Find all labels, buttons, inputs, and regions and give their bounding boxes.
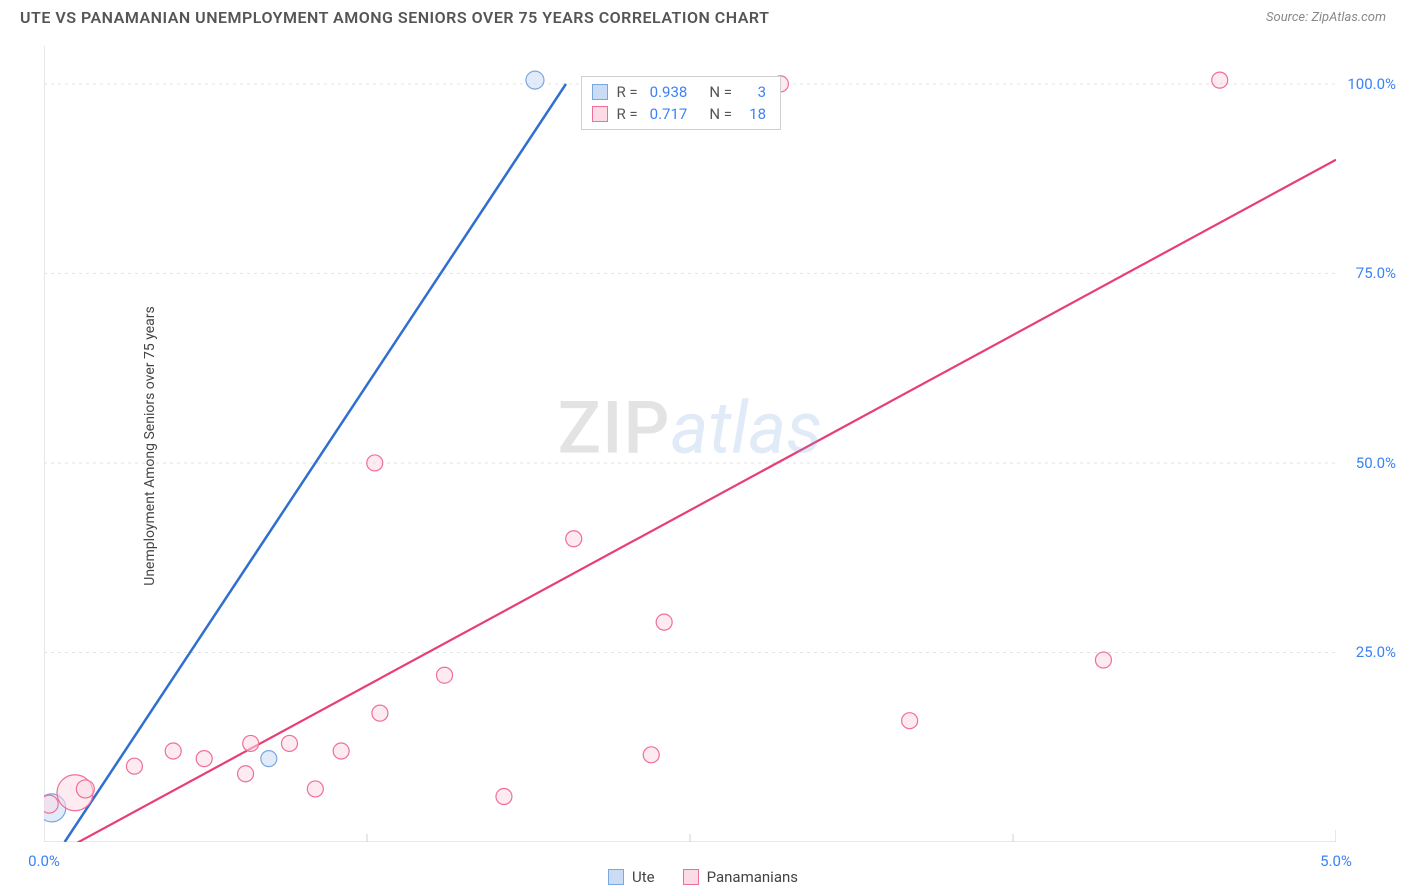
legend-swatch	[608, 869, 624, 885]
legend-row: R = 0.717 N = 18	[592, 103, 770, 125]
data-point	[367, 455, 383, 471]
data-point	[643, 747, 659, 763]
data-point	[496, 789, 512, 805]
data-point	[1212, 72, 1228, 88]
data-point	[44, 795, 58, 813]
r-label: R =	[616, 81, 637, 103]
correlation-legend: R = 0.938 N = 3 R = 0.717 N = 18	[581, 76, 781, 130]
source-attribution: Source: ZipAtlas.com	[1266, 10, 1386, 25]
trend-line	[65, 84, 566, 842]
data-point	[126, 758, 142, 774]
data-point	[566, 531, 582, 547]
data-point	[76, 780, 94, 798]
data-point	[281, 735, 297, 751]
legend-label: Ute	[632, 868, 655, 886]
data-point	[196, 751, 212, 767]
data-point	[902, 713, 918, 729]
data-point	[165, 743, 181, 759]
legend-label: Panamanians	[707, 868, 798, 886]
n-label: N =	[709, 81, 732, 103]
n-value: 18	[744, 103, 766, 125]
y-tick-label: 100.0%	[1347, 75, 1396, 93]
data-point	[372, 705, 388, 721]
legend-swatch	[592, 106, 608, 122]
r-label: R =	[616, 103, 637, 125]
legend-swatch	[683, 869, 699, 885]
chart-title: UTE VS PANAMANIAN UNEMPLOYMENT AMONG SEN…	[20, 8, 769, 27]
legend-item: Panamanians	[683, 868, 798, 886]
data-point	[261, 751, 277, 767]
series-legend: Ute Panamanians	[608, 868, 798, 886]
data-point	[656, 614, 672, 630]
data-point	[238, 766, 254, 782]
x-tick-label: 5.0%	[1320, 852, 1352, 870]
y-tick-label: 75.0%	[1356, 264, 1396, 282]
chart-area: ZIPatlas R =0.938N =3R =0.717N =18 25.0%…	[44, 46, 1336, 842]
scatter-plot	[44, 46, 1336, 842]
data-point	[307, 781, 323, 797]
y-tick-label: 50.0%	[1356, 454, 1396, 472]
data-point	[437, 667, 453, 683]
data-point	[243, 735, 259, 751]
legend-swatch	[592, 84, 608, 100]
legend-row: R = 0.938 N = 3	[592, 81, 770, 103]
y-tick-label: 25.0%	[1356, 643, 1396, 661]
chart-header: UTE VS PANAMANIAN UNEMPLOYMENT AMONG SEN…	[0, 0, 1406, 39]
x-tick-label: 0.0%	[28, 852, 60, 870]
n-value: 3	[744, 81, 766, 103]
r-value: 0.938	[650, 81, 688, 103]
data-point	[1095, 652, 1111, 668]
source-prefix: Source:	[1266, 10, 1311, 25]
r-value: 0.717	[650, 103, 688, 125]
data-point	[526, 71, 544, 89]
legend-item: Ute	[608, 868, 655, 886]
n-label: N =	[709, 103, 732, 125]
source-name: ZipAtlas.com	[1311, 10, 1386, 25]
data-point	[333, 743, 349, 759]
